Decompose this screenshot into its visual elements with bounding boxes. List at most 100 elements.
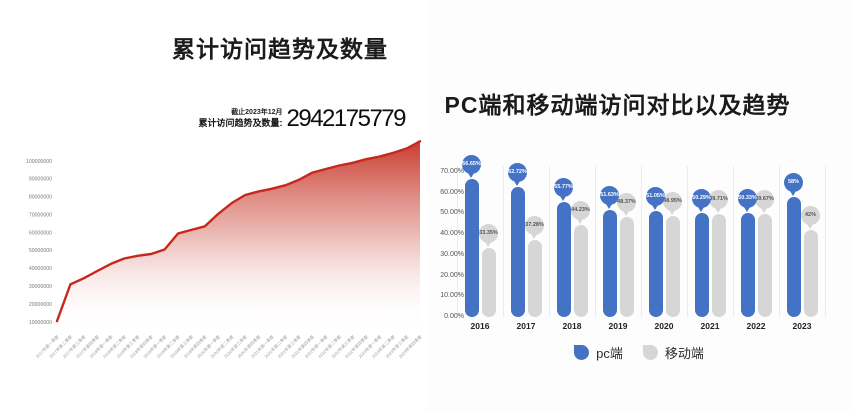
group-separator <box>825 166 826 317</box>
bar-pc-2020 <box>648 211 663 317</box>
legend-item-pc端: pc端 <box>574 343 623 362</box>
balloon-pointer-mobile-2019 <box>623 210 629 216</box>
cumulative-total-value: 2942175779 <box>286 105 407 132</box>
y-axis-label: 70.00% <box>440 168 464 175</box>
x-axis-label-2023: 2023 <box>792 321 812 331</box>
balloon-pointer-mobile-2023 <box>807 224 813 229</box>
bar-mobile-2019 <box>619 216 634 317</box>
balloon-pointer-mobile-2020 <box>669 209 675 215</box>
balloon-pointer-mobile-2017 <box>531 233 537 239</box>
legend-droplet-icon <box>574 344 590 360</box>
group-separator <box>549 166 550 317</box>
balloon-label-pc-2021: 50.29% <box>692 188 711 208</box>
y-axis-label: 40.00% <box>440 230 464 238</box>
balloon-label-mobile-2023: 42% <box>801 206 820 225</box>
y-axis-label: 10000000 <box>29 320 52 326</box>
group-separator <box>779 166 780 317</box>
y-axis-label: 40000000 <box>29 266 52 272</box>
bar-pc-2022 <box>740 212 755 317</box>
y-axis-label: 20.00% <box>440 271 464 279</box>
area-fill <box>57 141 420 330</box>
y-axis-label: 100000000 <box>26 159 52 165</box>
bar-mobile-2021 <box>711 214 726 317</box>
balloon-pointer-pc-2020 <box>652 205 658 211</box>
balloon-label-mobile-2021: 49.71% <box>709 190 728 209</box>
cumulative-total-annotation: 截止2023年12月 累计访问趋势及数量: 2942175779 <box>199 105 407 132</box>
y-axis-label: 30000000 <box>29 284 52 290</box>
balloon-pointer-mobile-2018 <box>577 219 583 225</box>
balloon-pointer-pc-2022 <box>744 206 750 212</box>
left-chart-title: 累计访问趋势及数量 <box>172 36 388 62</box>
x-axis-label-2018: 2018 <box>562 321 582 331</box>
balloon-pointer-pc-2021 <box>698 206 704 212</box>
x-axis-label-2019: 2019 <box>608 321 628 331</box>
balloon-pointer-pc-2016 <box>468 172 474 178</box>
group-separator <box>457 166 458 317</box>
x-axis-label-2017: 2017 <box>516 321 536 331</box>
y-axis-label: 90000000 <box>29 177 52 183</box>
group-separator <box>595 166 596 317</box>
bar-pc-2018 <box>556 201 571 317</box>
x-axis-label-2021: 2021 <box>700 321 720 331</box>
group-separator <box>503 166 504 317</box>
x-axis-label-2022: 2022 <box>746 321 766 331</box>
balloon-pointer-mobile-2021 <box>715 208 721 213</box>
y-axis-label: 60.00% <box>440 188 464 196</box>
x-axis-label-2016: 2016 <box>470 321 490 331</box>
legend-item-移动端: 移动端 <box>642 343 704 362</box>
bar-pc-2023 <box>786 196 801 317</box>
legend-droplet-icon <box>642 344 658 360</box>
y-axis-label: 50.00% <box>440 209 464 217</box>
bar-mobile-2023 <box>803 230 818 317</box>
y-axis-label: 80000000 <box>29 195 52 201</box>
balloon-label-pc-2020: 51.05% <box>646 187 665 207</box>
bar-mobile-2017 <box>527 239 542 317</box>
x-axis-label-2020: 2020 <box>654 321 674 331</box>
y-axis-label: 10.00% <box>440 292 464 300</box>
bar-mobile-2022 <box>757 214 772 317</box>
y-axis-label: 0.00% <box>444 313 464 320</box>
balloon-pointer-pc-2017 <box>514 181 520 187</box>
y-axis-label: 70000000 <box>29 212 52 218</box>
bar-mobile-2018 <box>573 225 588 317</box>
balloon-pointer-pc-2023 <box>790 190 796 196</box>
balloon-label-pc-2023: 58% <box>784 172 803 192</box>
y-axis-label: 20000000 <box>29 302 52 308</box>
bar-mobile-2020 <box>665 215 680 317</box>
balloon-label-mobile-2022: 49.67% <box>755 190 774 210</box>
x-axis-label: 2023年第四季度 <box>397 333 424 360</box>
legend-label: pc端 <box>596 345 623 361</box>
balloon-label-pc-2017: 62.72% <box>508 163 527 183</box>
group-separator <box>641 166 642 317</box>
balloon-label-pc-2022: 50.33% <box>738 188 757 208</box>
annotation-lines: 截止2023年12月 累计访问趋势及数量: <box>199 109 283 131</box>
bar-pc-2016 <box>464 178 479 317</box>
pc-mobile-chart: PC端和移动端访问对比以及趋势 0.00% 10.00% 20.00% 30.00% 4… <box>426 0 852 411</box>
balloon-label-mobile-2020: 48.95% <box>663 191 682 211</box>
bar-pc-2021 <box>694 212 709 317</box>
group-separator <box>687 166 688 317</box>
annotation-date: 截止2023年12月 <box>231 109 283 116</box>
right-chart-title: PC端和移动端访问对比以及趋势 <box>444 92 791 118</box>
balloon-label-mobile-2019: 48.37% <box>617 192 636 212</box>
trend-line <box>55 140 422 323</box>
legend-label: 移动端 <box>664 345 704 361</box>
y-axis-label: 60000000 <box>29 230 52 236</box>
balloon-label-mobile-2017: 37.28% <box>525 215 544 235</box>
bar-pc-2017 <box>510 187 525 317</box>
bar-mobile-2016 <box>481 247 496 317</box>
balloon-label-pc-2016: 66.65% <box>462 154 481 174</box>
balloon-label-pc-2019: 51.63% <box>600 186 619 206</box>
y-axis-label: 30.00% <box>440 250 464 258</box>
area-chart-plot: 10000000 20000000 30000000 40000000 50000000… <box>26 140 424 360</box>
balloon-label-pc-2018: 55.77% <box>554 177 573 197</box>
balloon-pointer-pc-2019 <box>606 204 612 210</box>
bar-pc-2019 <box>602 210 617 317</box>
balloon-pointer-mobile-2022 <box>761 208 767 214</box>
y-axis-label: 50000000 <box>29 248 52 254</box>
annotation-label: 累计访问趋势及数量: <box>198 117 283 128</box>
legend: pc端 移动端 <box>426 340 852 364</box>
group-separator <box>733 166 734 317</box>
balloon-pointer-pc-2018 <box>560 195 566 201</box>
